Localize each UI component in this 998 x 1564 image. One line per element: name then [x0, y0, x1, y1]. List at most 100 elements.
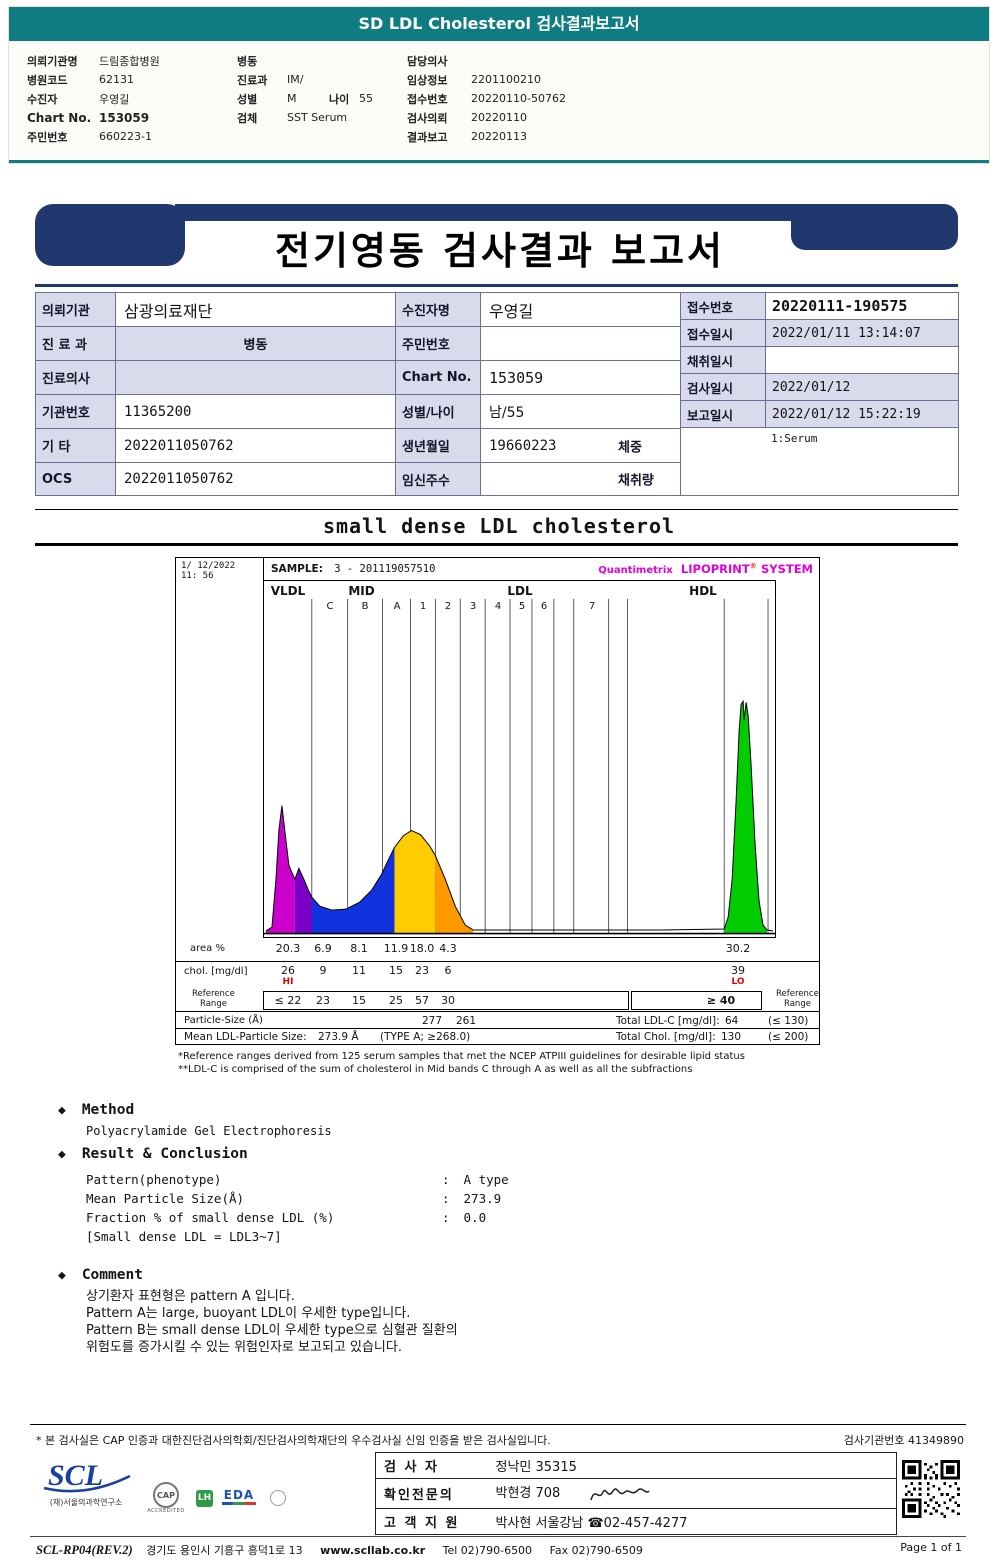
reference-range-row: Reference Range ≤ 22 23 15 25 57 30 ≥ 40…	[176, 989, 819, 1012]
field-value: 20220113	[471, 130, 527, 143]
field-value: SST Serum	[287, 111, 348, 124]
field-row: 접수번호 20220110-50762	[407, 89, 566, 108]
contact-label: 확인전문의	[375, 1478, 488, 1509]
table-row: 검 사 자 정낙민 35315	[375, 1452, 897, 1479]
footer-divider	[30, 1424, 966, 1425]
svg-text:SCL: SCL	[48, 1459, 103, 1492]
field-label: 병원코드	[27, 73, 68, 87]
lane-label: B	[361, 601, 369, 612]
comment-line: Pattern A는 large, buoyant LDL이 우세한 type입…	[86, 1306, 411, 1321]
contact-value: 박현경 708	[487, 1478, 897, 1509]
total-chol-label: Total Chol. [mg/dl]:	[616, 1031, 716, 1043]
particle-size-value: 261	[456, 1015, 477, 1027]
row-value: 2022/01/11 13:14:07	[765, 319, 959, 347]
lane-label: A	[393, 601, 401, 612]
field-label: 수진자	[27, 92, 58, 106]
chol-value: 6	[444, 964, 452, 977]
row-label: 생년월일	[395, 428, 481, 463]
table-row: 접수일시 2022/01/11 13:14:07	[680, 319, 959, 347]
method-section-header: ◆ Method	[58, 1102, 134, 1118]
bottom-info: SCL-RP04(REV.2) 경기도 용인시 기흥구 흥덕1로 13 www.…	[36, 1542, 643, 1558]
scl-logo-subtext: (재)서울의과학연구소	[49, 1498, 123, 1507]
lane-label: 5	[518, 601, 526, 612]
row-value	[115, 360, 396, 395]
lab-number-value: 41349890	[908, 1434, 964, 1447]
title-decoration-top	[175, 204, 837, 221]
result-note: [Small dense LDL = LDL3~7]	[86, 1229, 282, 1244]
field-row: 수진자 우영길	[27, 89, 160, 108]
chol-value: 23	[415, 964, 429, 977]
diamond-icon: ◆	[58, 1147, 66, 1162]
lab-address: 경기도 용인시 기흥구 흥덕1로 13	[146, 1544, 303, 1557]
chart-time: 11: 56	[181, 571, 214, 581]
comment-line: Pattern B는 small dense LDL이 우세한 type으로 심…	[86, 1323, 458, 1338]
result-rows: Pattern(phenotype): A type Mean Particle …	[86, 1172, 509, 1248]
lane-header-vldl: VLDL	[270, 584, 306, 598]
result-row: Fraction % of small dense LDL (%):0.0	[86, 1210, 509, 1229]
row-label: 보고일시	[680, 400, 766, 428]
area-value-hdl: 30.2	[725, 942, 751, 955]
lab-website: www.scllab.co.kr	[320, 1544, 426, 1557]
header-divider	[9, 160, 989, 163]
ref-label-right: Reference	[776, 989, 819, 999]
table-row: 채취일시	[680, 346, 959, 374]
result-label: Pattern(phenotype)	[86, 1172, 222, 1187]
field-row: 검사의뢰 20220110	[407, 108, 566, 127]
field-row: 검체 SST Serum	[237, 108, 373, 127]
chart-footnotes: *Reference ranges derived from 125 serum…	[178, 1051, 745, 1076]
row-value	[480, 326, 681, 361]
table-row: 검사일시 2022/01/12	[680, 373, 959, 401]
chart-datetime: 1/ 12/2022 11: 56	[181, 561, 235, 581]
field-row: 진료과 IM/	[237, 70, 373, 89]
ref-label-left: Reference	[192, 989, 235, 999]
row-value: 2022011050762	[115, 428, 396, 463]
row-value: 우영길	[480, 292, 681, 327]
patient-info-col3: 담당의사 임상정보 2201100210 접수번호 20220110-50762 검…	[407, 51, 566, 146]
high-flag: HI	[282, 977, 294, 987]
low-flag: LO	[731, 977, 745, 987]
field-row: 담당의사	[407, 51, 566, 70]
row-label: 성별/나이	[395, 394, 481, 429]
area-value: 6.9	[314, 942, 332, 955]
table-row: OCS 2022011050762 임신주수 채취량	[35, 462, 681, 496]
row-value: 19660223 체중	[480, 428, 681, 463]
particle-size-row: Particle-Size (Å) 277 261 Total LDL-C [m…	[176, 1013, 819, 1028]
sample-value: 3 - 201119057510	[334, 563, 436, 575]
scl-logo-mark: SCL	[43, 1459, 131, 1493]
total-ldl-ref: (≤ 130)	[768, 1015, 809, 1027]
row-value: 2022/01/12 15:22:19	[765, 400, 959, 428]
row-divider	[176, 1028, 819, 1029]
brand-suffix: SYSTEM	[760, 562, 813, 576]
densitometry-plot-area: VLDL MID LDL HDL C B A 1 2 3 4 5 6 7	[263, 580, 776, 938]
row-label: 수진자명	[395, 292, 481, 327]
patient-header-panel: SD LDL Cholesterol 검사결과보고서 의뢰기관명 드림종합병원 병…	[8, 6, 990, 164]
particle-size-value: 277	[422, 1015, 443, 1027]
ref-label-right: Range	[784, 999, 811, 1009]
brand-prefix: Quantimetrix	[598, 565, 673, 576]
chol-row-label: chol. [mg/dl]	[184, 966, 248, 977]
result-value: 273.9	[463, 1191, 502, 1206]
table-row: 의뢰기관 삼광의료재단 수진자명 우영길	[35, 292, 681, 327]
table-row: 기관번호 11365200 성별/나이 남/55	[35, 394, 681, 429]
field-value: 20220110-50762	[471, 92, 566, 105]
densitometry-curve	[264, 598, 775, 935]
ref-value: 30	[441, 994, 455, 1007]
chol-value: 11	[352, 964, 366, 977]
row-value: 20220111-190575	[765, 292, 959, 320]
area-row-label: area %	[190, 943, 225, 954]
ldl-reference-box	[263, 991, 629, 1010]
scl-logo: SCL (재)서울의과학연구소	[36, 1456, 136, 1508]
table-row: 기 타 2022011050762 생년월일 19660223 체중	[35, 428, 681, 463]
eda-logo-bar	[222, 1502, 256, 1505]
row-label: 채취일시	[680, 346, 766, 374]
lab-number-label: 검사기관번호	[843, 1434, 905, 1447]
table-row: 보고일시 2022/01/12 15:22:19	[680, 400, 959, 428]
row-label: 진료의사	[35, 360, 116, 395]
field-value: IM/	[287, 73, 304, 86]
area-percent-row: area % 20.3 6.9 8.1 11.9 18.0 4.3 30.2	[176, 939, 819, 961]
phenotype-note: (TYPE A; ≥268.0)	[380, 1031, 471, 1043]
result-row: Mean Particle Size(Å):273.9	[86, 1191, 509, 1210]
diamond-icon: ◆	[58, 1268, 66, 1283]
lipoprint-brand: Quantimetrix LIPOPRINT® SYSTEM	[598, 562, 813, 576]
report-header-title: SD LDL Cholesterol 검사결과보고서	[358, 14, 640, 33]
